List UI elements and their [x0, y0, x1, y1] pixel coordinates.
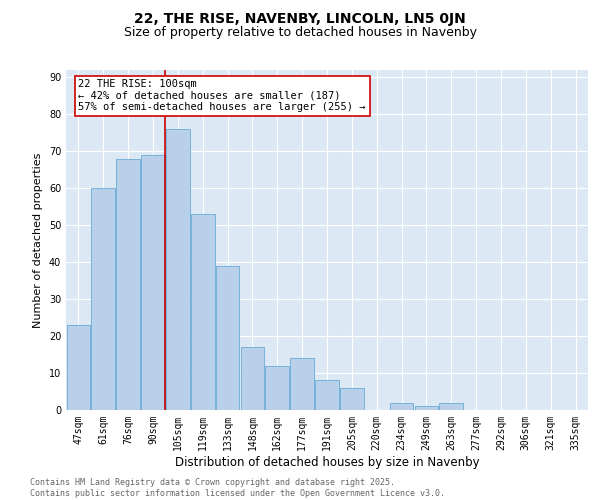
Text: Contains HM Land Registry data © Crown copyright and database right 2025.
Contai: Contains HM Land Registry data © Crown c… — [30, 478, 445, 498]
Bar — [439, 402, 463, 410]
Bar — [166, 129, 190, 410]
Bar — [141, 155, 165, 410]
Bar — [265, 366, 289, 410]
Bar — [241, 347, 264, 410]
Bar — [91, 188, 115, 410]
Bar — [67, 325, 90, 410]
Bar — [340, 388, 364, 410]
Bar — [116, 158, 140, 410]
Bar — [390, 402, 413, 410]
Bar — [191, 214, 215, 410]
Bar — [216, 266, 239, 410]
X-axis label: Distribution of detached houses by size in Navenby: Distribution of detached houses by size … — [175, 456, 479, 468]
Bar — [415, 406, 438, 410]
Text: 22 THE RISE: 100sqm
← 42% of detached houses are smaller (187)
57% of semi-detac: 22 THE RISE: 100sqm ← 42% of detached ho… — [79, 79, 366, 112]
Text: 22, THE RISE, NAVENBY, LINCOLN, LN5 0JN: 22, THE RISE, NAVENBY, LINCOLN, LN5 0JN — [134, 12, 466, 26]
Bar — [315, 380, 339, 410]
Y-axis label: Number of detached properties: Number of detached properties — [33, 152, 43, 328]
Bar — [290, 358, 314, 410]
Text: Size of property relative to detached houses in Navenby: Size of property relative to detached ho… — [124, 26, 476, 39]
